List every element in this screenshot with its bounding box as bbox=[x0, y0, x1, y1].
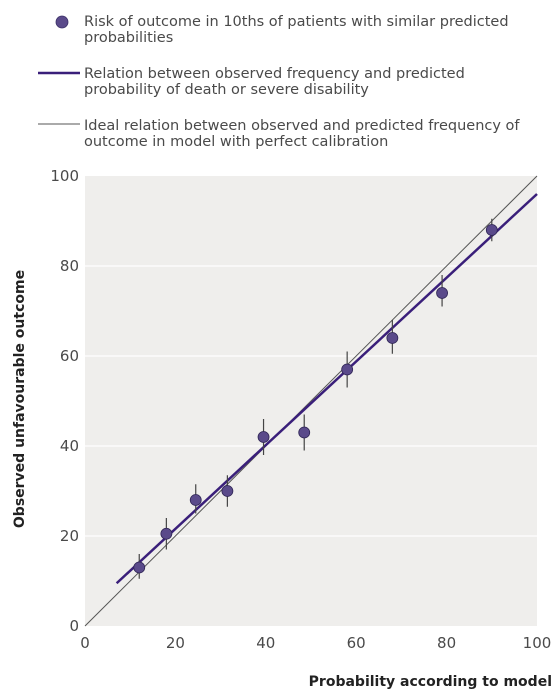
y-tick-label: 20 bbox=[60, 527, 79, 545]
x-tick-label: 20 bbox=[166, 634, 185, 652]
point-marker bbox=[258, 432, 269, 443]
point-marker bbox=[299, 427, 310, 438]
y-tick-label: 0 bbox=[69, 617, 79, 635]
x-axis-label: Probability according to model bbox=[309, 674, 552, 690]
x-tick-label: 100 bbox=[523, 634, 552, 652]
y-tick-label: 100 bbox=[50, 167, 79, 185]
point-marker bbox=[190, 495, 201, 506]
y-axis-label: Observed unfavourable outcome bbox=[12, 270, 28, 528]
x-tick-label: 80 bbox=[437, 634, 456, 652]
point-marker bbox=[161, 528, 172, 539]
x-tick-label: 40 bbox=[256, 634, 275, 652]
point-marker bbox=[134, 562, 145, 573]
y-tick-labels: 0 20 40 60 80 100 bbox=[50, 167, 79, 635]
x-tick-label: 60 bbox=[347, 634, 366, 652]
point-marker bbox=[222, 486, 233, 497]
point-marker bbox=[342, 364, 353, 375]
y-tick-label: 80 bbox=[60, 257, 79, 275]
point-marker bbox=[437, 288, 448, 299]
point-marker bbox=[486, 225, 497, 236]
y-tick-label: 40 bbox=[60, 437, 79, 455]
x-tick-labels: 0 20 40 60 80 100 bbox=[80, 634, 551, 652]
x-tick-label: 0 bbox=[80, 634, 90, 652]
y-tick-label: 60 bbox=[60, 347, 79, 365]
point-marker bbox=[387, 333, 398, 344]
